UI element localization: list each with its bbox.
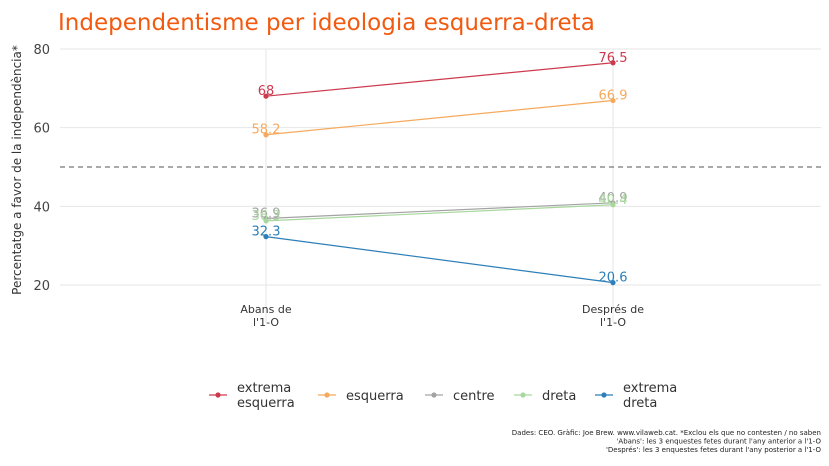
legend-swatch-point (324, 392, 330, 398)
legend-label: extrema esquerra (237, 381, 295, 411)
x-tick-label: Abans de l'1-O (240, 303, 291, 329)
legend-swatch-point (520, 392, 526, 398)
series-line (265, 236, 614, 284)
grid (60, 48, 821, 323)
data-label: 32.3 (252, 225, 281, 240)
legend-item: esquerra (318, 389, 404, 404)
series: 58.2 66.9 (252, 89, 628, 138)
x-tick-label: Després de l'1-O (582, 303, 644, 329)
caption: Dades: CEO. Gràfic: Joe Brew. www.vilawe… (512, 429, 822, 454)
caption-line: 'Abans': les 3 enquestes fetes durant l'… (616, 438, 821, 446)
legend-label: centre (453, 389, 495, 404)
series-line (265, 204, 614, 222)
data-label: 40.4 (599, 193, 628, 208)
data-label: 68 (258, 84, 275, 99)
chart-title: Independentisme per ideologia esquerra-d… (58, 10, 595, 36)
caption-line: Dades: CEO. Gràfic: Joe Brew. www.vilawe… (512, 429, 821, 437)
data-label: 36.3 (252, 209, 281, 224)
legend-item: centre (425, 389, 495, 404)
legend-swatch-point (215, 392, 221, 398)
y-tick-label: 20 (33, 279, 50, 294)
data-point (610, 280, 616, 286)
data-label: 20.6 (599, 271, 628, 286)
series: 68 76.5 (258, 51, 628, 99)
legend-label: extrema dreta (623, 381, 677, 411)
legend-swatch-point (601, 392, 607, 398)
data-label: 66.9 (599, 89, 628, 104)
data-point (263, 234, 269, 240)
data-label: 36.9 (252, 207, 281, 222)
data-label: 58.2 (252, 123, 281, 138)
y-tick-label: 80 (33, 43, 50, 58)
caption-line: 'Després': les 3 enquestes fetes durant … (606, 446, 822, 454)
legend-label: dreta (542, 389, 576, 404)
data-point (263, 93, 269, 99)
series-line (265, 99, 614, 136)
legend-swatch-point (431, 392, 437, 398)
data-point (610, 60, 616, 66)
data-label: 40.9 (599, 191, 628, 206)
series-line (265, 202, 614, 220)
series: 32.3 20.6 (252, 225, 628, 286)
series-group: 68 76.5 58.2 66.9 36.9 40.9 36.3 40.4 32.3 20.6 (252, 51, 628, 286)
data-point (263, 132, 269, 138)
series: 36.3 40.4 (252, 193, 628, 224)
axis-labels: 20 40 60 80 Abans de l'1-O Després de l'1-O (33, 43, 644, 329)
y-tick-label: 40 (33, 200, 50, 215)
data-label: 76.5 (599, 51, 628, 66)
y-axis-label: Percentatge a favor de la independència* (10, 45, 24, 295)
series: 36.9 40.9 (252, 191, 628, 222)
legend-item: dreta (514, 389, 576, 404)
data-point (610, 202, 616, 208)
legend: extrema esquerra esquerra centre dreta extrem… (209, 381, 677, 411)
series-line (265, 62, 614, 97)
legend-item: extrema dreta (595, 381, 677, 411)
legend-item: extrema esquerra (209, 381, 295, 411)
y-tick-label: 60 (33, 122, 50, 137)
legend-label: esquerra (346, 389, 404, 404)
data-point (263, 218, 269, 224)
data-point (610, 97, 616, 104)
